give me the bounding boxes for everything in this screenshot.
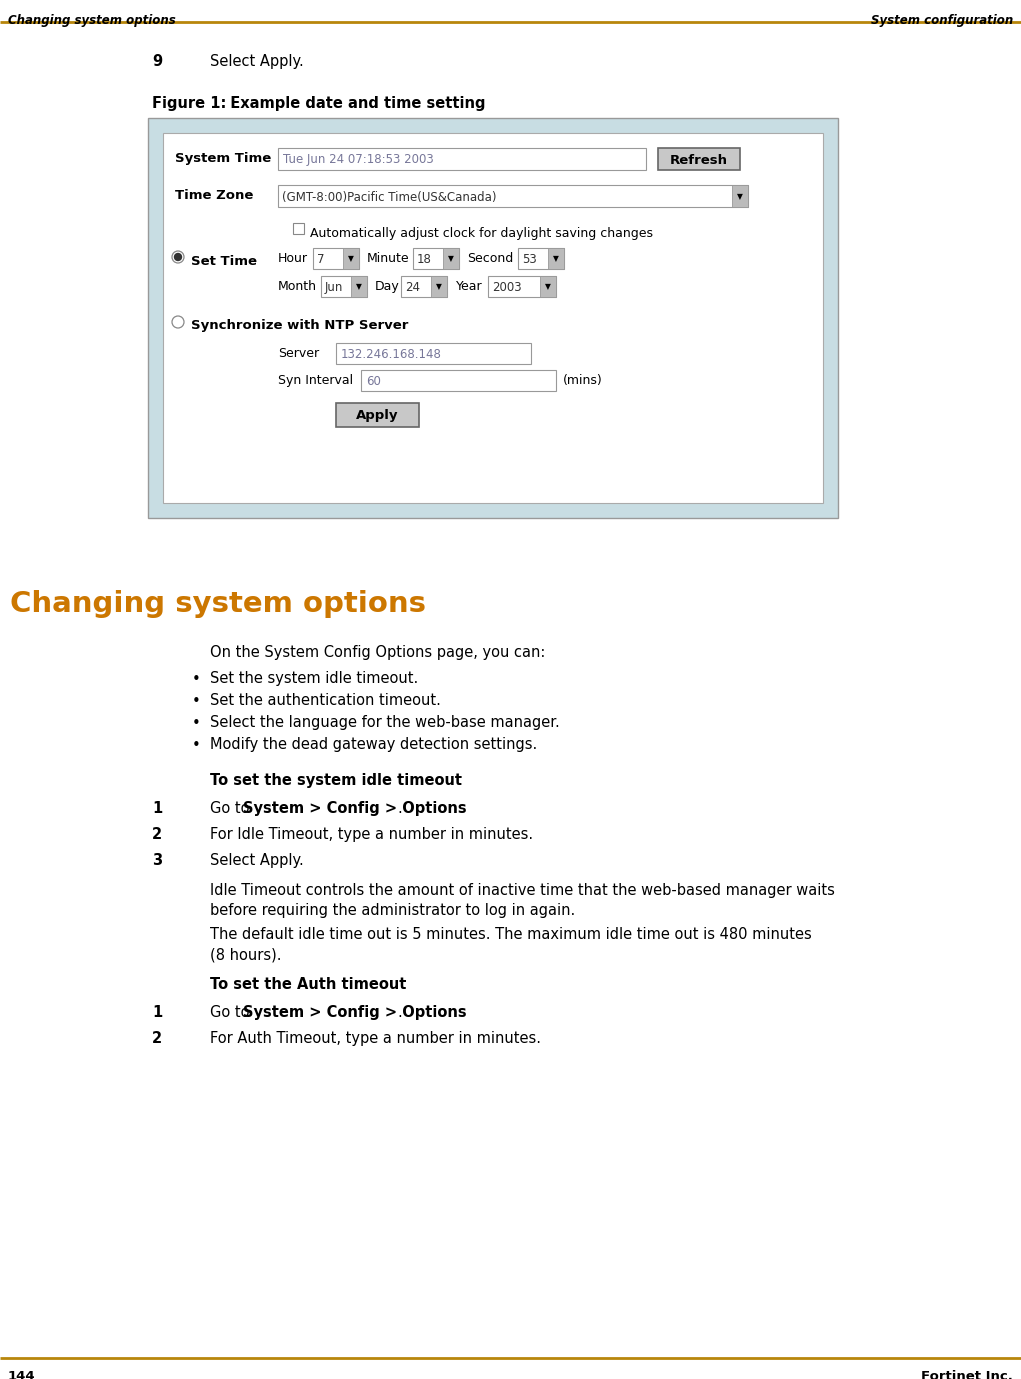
Text: Time Zone: Time Zone <box>175 189 253 201</box>
Text: Fortinet Inc.: Fortinet Inc. <box>921 1369 1013 1379</box>
Text: (mins): (mins) <box>563 374 602 387</box>
Text: For Idle Timeout, type a number in minutes.: For Idle Timeout, type a number in minut… <box>210 827 533 843</box>
Text: ▼: ▼ <box>356 283 361 291</box>
Text: To set the Auth timeout: To set the Auth timeout <box>210 976 406 992</box>
Text: Minute: Minute <box>367 252 409 265</box>
Text: Changing system options: Changing system options <box>8 14 176 28</box>
Text: 2: 2 <box>152 1031 162 1047</box>
Text: ▼: ▼ <box>436 283 442 291</box>
Text: Refresh: Refresh <box>670 153 728 167</box>
Text: before requiring the administrator to log in again.: before requiring the administrator to lo… <box>210 903 575 918</box>
Circle shape <box>172 316 184 328</box>
Text: 9: 9 <box>152 54 162 69</box>
Text: 2003: 2003 <box>492 281 522 294</box>
Text: .: . <box>397 801 402 816</box>
Bar <box>732 185 748 207</box>
Text: 144: 144 <box>8 1369 36 1379</box>
Text: 3: 3 <box>152 854 162 867</box>
Text: •: • <box>192 716 201 731</box>
Bar <box>336 403 419 427</box>
Text: On the System Config Options page, you can:: On the System Config Options page, you c… <box>210 645 545 661</box>
Text: •: • <box>192 694 201 709</box>
Bar <box>658 148 740 170</box>
Text: ▼: ▼ <box>737 192 743 201</box>
Bar <box>163 132 823 503</box>
Text: ▼: ▼ <box>553 255 558 263</box>
Text: .: . <box>397 1005 402 1020</box>
Bar <box>351 276 367 296</box>
Text: To set the system idle timeout: To set the system idle timeout <box>210 774 461 787</box>
Text: •: • <box>192 738 201 753</box>
Text: Select the language for the web-base manager.: Select the language for the web-base man… <box>210 714 560 729</box>
Text: Set Time: Set Time <box>191 255 257 268</box>
Bar <box>540 276 556 296</box>
Text: System Time: System Time <box>175 152 272 165</box>
Circle shape <box>175 254 182 261</box>
Text: Month: Month <box>278 280 317 292</box>
Circle shape <box>172 251 184 263</box>
Text: (GMT-8:00)Pacific Time(US&Canada): (GMT-8:00)Pacific Time(US&Canada) <box>282 190 496 204</box>
Text: Go to: Go to <box>210 1005 254 1020</box>
Text: System configuration: System configuration <box>871 14 1013 28</box>
Bar <box>278 148 646 170</box>
Text: Set the authentication timeout.: Set the authentication timeout. <box>210 694 441 707</box>
Text: Hour: Hour <box>278 252 308 265</box>
Text: ▼: ▼ <box>348 255 354 263</box>
Text: Server: Server <box>278 348 320 360</box>
Text: Automatically adjust clock for daylight saving changes: Automatically adjust clock for daylight … <box>310 228 653 240</box>
Bar <box>401 276 447 296</box>
Text: Second: Second <box>467 252 514 265</box>
Text: The default idle time out is 5 minutes. The maximum idle time out is 480 minutes: The default idle time out is 5 minutes. … <box>210 927 812 942</box>
Text: ▼: ▼ <box>545 283 551 291</box>
Text: 60: 60 <box>366 375 381 387</box>
Text: System > Config > Options: System > Config > Options <box>243 1005 467 1020</box>
Bar <box>518 248 564 269</box>
Text: Select Apply.: Select Apply. <box>210 54 304 69</box>
Bar <box>148 119 838 519</box>
Bar <box>313 248 359 269</box>
Text: Go to: Go to <box>210 801 254 816</box>
Text: For Auth Timeout, type a number in minutes.: For Auth Timeout, type a number in minut… <box>210 1031 541 1047</box>
Text: Example date and time setting: Example date and time setting <box>220 97 486 110</box>
Bar <box>293 223 304 234</box>
Bar <box>488 276 556 296</box>
Bar <box>336 343 531 364</box>
Text: Tue Jun 24 07:18:53 2003: Tue Jun 24 07:18:53 2003 <box>283 153 434 167</box>
Bar <box>548 248 564 269</box>
Text: 132.246.168.148: 132.246.168.148 <box>341 348 442 361</box>
Text: 18: 18 <box>417 252 432 266</box>
Text: 1: 1 <box>152 801 162 816</box>
Text: Jun: Jun <box>325 281 343 294</box>
Text: Set the system idle timeout.: Set the system idle timeout. <box>210 672 419 685</box>
Text: Changing system options: Changing system options <box>10 590 426 618</box>
Text: Figure 1:: Figure 1: <box>152 97 227 110</box>
Text: 24: 24 <box>405 281 420 294</box>
Text: Idle Timeout controls the amount of inactive time that the web-based manager wai: Idle Timeout controls the amount of inac… <box>210 883 835 898</box>
Bar <box>414 248 459 269</box>
Text: Syn Interval: Syn Interval <box>278 374 353 387</box>
Text: Apply: Apply <box>356 410 399 422</box>
Text: Year: Year <box>456 280 483 292</box>
Bar <box>321 276 367 296</box>
Text: 7: 7 <box>317 252 325 266</box>
Text: •: • <box>192 672 201 687</box>
Bar <box>343 248 359 269</box>
Bar <box>431 276 447 296</box>
Bar <box>361 370 556 392</box>
Text: 53: 53 <box>522 252 537 266</box>
Text: Day: Day <box>375 280 400 292</box>
Text: ▼: ▼ <box>448 255 454 263</box>
Text: Synchronize with NTP Server: Synchronize with NTP Server <box>191 319 408 332</box>
Bar <box>278 185 748 207</box>
Text: 2: 2 <box>152 827 162 843</box>
Text: System > Config > Options: System > Config > Options <box>243 801 467 816</box>
Bar <box>443 248 459 269</box>
Text: Select Apply.: Select Apply. <box>210 854 304 867</box>
Text: 1: 1 <box>152 1005 162 1020</box>
Text: (8 hours).: (8 hours). <box>210 947 282 963</box>
Text: Modify the dead gateway detection settings.: Modify the dead gateway detection settin… <box>210 736 537 752</box>
